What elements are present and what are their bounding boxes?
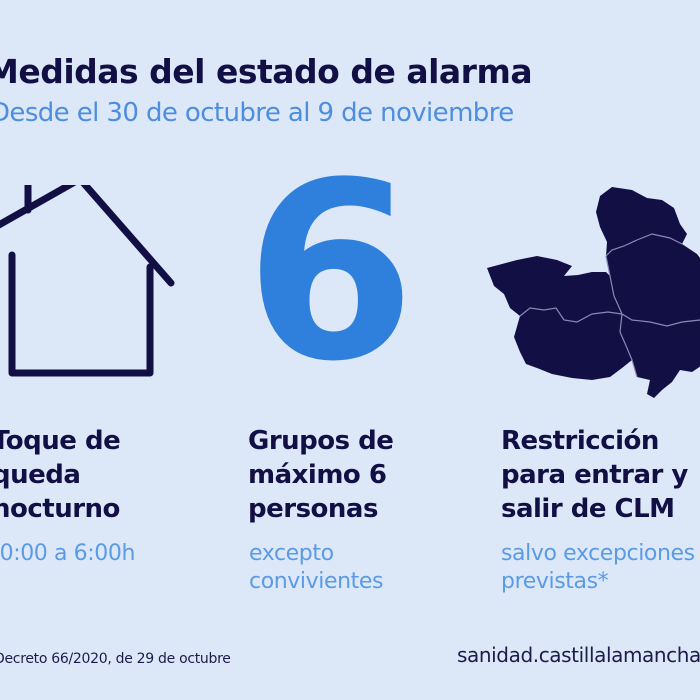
website-link[interactable]: sanidad.castillalamancha.es xyxy=(457,643,700,667)
curfew-heading: Toque de queda nocturno xyxy=(0,424,121,526)
page-subtitle: Desde el 30 de octubre al 9 de noviembre xyxy=(0,98,514,128)
mobility-heading-line: salir de CLM xyxy=(501,494,675,524)
mobility-heading: Restricción para entrar y salir de CLM xyxy=(501,424,688,526)
page-title: Medidas del estado de alarma xyxy=(0,52,533,91)
decree-reference: Decreto 66/2020, de 29 de octubre xyxy=(0,651,231,667)
curfew-hours: 00:00 a 6:00h xyxy=(0,540,135,568)
mobility-heading-line: Restricción xyxy=(501,426,659,456)
groups-exception: excepto convivientes xyxy=(249,540,383,596)
big-number-six: 6 xyxy=(245,130,415,415)
curfew-hours-text: 00:00 a 6:00h xyxy=(0,541,136,566)
groups-heading: Grupos de máximo 6 personas xyxy=(248,424,394,526)
groups-heading-line: personas xyxy=(248,494,378,524)
castilla-la-mancha-map-icon xyxy=(487,187,700,398)
groups-exception-line: excepto xyxy=(249,541,334,566)
groups-exception-line: convivientes xyxy=(249,569,384,594)
mobility-heading-line: para entrar y xyxy=(501,460,688,490)
mobility-exception: salvo excepciones previstas* xyxy=(501,540,695,596)
groups-heading-line: máximo 6 xyxy=(248,460,387,490)
curfew-heading-line: queda xyxy=(0,460,81,490)
house-icon xyxy=(0,185,175,377)
curfew-heading-line: nocturno xyxy=(0,494,120,524)
curfew-heading-line: Toque de xyxy=(0,426,121,456)
mobility-exception-line: salvo excepciones xyxy=(501,541,695,566)
groups-heading-line: Grupos de xyxy=(248,426,394,456)
mobility-exception-line: previstas* xyxy=(501,569,609,594)
